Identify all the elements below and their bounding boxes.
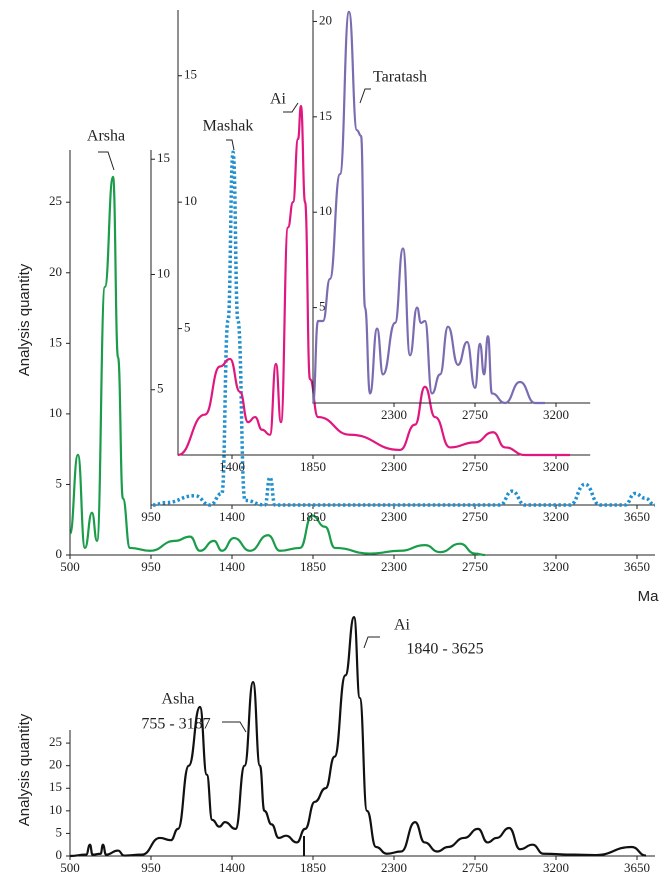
- x-tick-label: 950: [141, 860, 161, 875]
- leader-line: [226, 139, 235, 151]
- y-tick-label: 25: [49, 193, 62, 208]
- leader-line: [283, 102, 299, 113]
- y-tick-label: 5: [56, 824, 63, 839]
- y-tick-label: 10: [184, 193, 197, 208]
- y-tick-label: 10: [157, 265, 170, 280]
- y-tick-label: 10: [319, 203, 332, 218]
- series-label: Taratash: [373, 69, 427, 86]
- x-tick-label: 3200: [543, 559, 569, 574]
- series-label: Mashak: [203, 118, 254, 135]
- x-tick-label: 2750: [462, 559, 488, 574]
- series-label: Ai: [270, 91, 287, 108]
- y-tick-label: 5: [184, 320, 191, 335]
- annotation: Asha: [162, 691, 195, 708]
- y-tick-label: 20: [319, 12, 332, 27]
- x-tick-label: 500: [60, 860, 80, 875]
- x-tick-label: 3200: [543, 860, 569, 875]
- series-label: Arsha: [87, 128, 125, 145]
- x-tick-label: 3200: [543, 509, 569, 524]
- x-tick-label: 2750: [462, 860, 488, 875]
- y-tick-label: 0: [56, 847, 63, 862]
- y-tick-label: 15: [319, 108, 332, 123]
- x-tick-label: 2750: [462, 459, 488, 474]
- leader-line: [359, 88, 371, 104]
- series-line: [69, 615, 647, 858]
- x-tick-label: 950: [141, 509, 161, 524]
- axis-line: [312, 10, 591, 404]
- y-tick-label: 15: [157, 150, 170, 165]
- leader-line: [98, 151, 115, 171]
- x-tick-label: 3650: [624, 509, 650, 524]
- x-tick-label: 3200: [543, 407, 569, 422]
- x-tick-label: 1850: [300, 459, 326, 474]
- x-tick-label: 2300: [381, 860, 407, 875]
- x-tick-label: 1400: [219, 860, 245, 875]
- annotation: 755 - 3187: [141, 716, 210, 733]
- x-tick-label: 3200: [543, 459, 569, 474]
- series-line: [68, 175, 486, 557]
- x-tick-label: 1400: [219, 559, 245, 574]
- series-line: [152, 150, 656, 507]
- y-axis-label: Analysis quantity: [16, 713, 33, 826]
- y-tick-label: 20: [49, 264, 62, 279]
- y-tick-label: 5: [319, 299, 326, 314]
- x-tick-label: 1850: [300, 509, 326, 524]
- y-tick-label: 0: [56, 546, 63, 561]
- x-tick-label: 1400: [219, 509, 245, 524]
- x-tick-label: 950: [141, 559, 161, 574]
- leader-line: [222, 721, 247, 733]
- x-tick-label: 2300: [381, 559, 407, 574]
- leader-line: [363, 636, 380, 649]
- y-tick-label: 10: [49, 802, 62, 817]
- x-tick-label: 2300: [381, 407, 407, 422]
- x-tick-label: 1850: [300, 559, 326, 574]
- x-tick-label: 1400: [219, 459, 245, 474]
- x-tick-label: 1850: [300, 860, 326, 875]
- x-axis-label: Ma: [638, 588, 659, 605]
- series-line: [311, 10, 546, 405]
- y-tick-label: 15: [49, 334, 62, 349]
- y-tick-label: 5: [157, 381, 164, 396]
- annotation: Ai: [394, 617, 411, 634]
- x-tick-label: 2300: [381, 509, 407, 524]
- x-tick-label: 2750: [462, 407, 488, 422]
- x-tick-label: 500: [60, 559, 80, 574]
- x-tick-label: 3650: [624, 559, 650, 574]
- y-tick-label: 20: [49, 757, 62, 772]
- y-axis-label: Analysis quantity: [16, 263, 33, 376]
- y-tick-label: 10: [49, 405, 62, 420]
- y-tick-label: 15: [184, 67, 197, 82]
- annotation: 1840 - 3625: [406, 641, 483, 658]
- x-tick-label: 2300: [381, 459, 407, 474]
- y-tick-label: 25: [49, 734, 62, 749]
- y-tick-label: 5: [56, 475, 63, 490]
- series-line: [177, 104, 571, 457]
- x-tick-label: 3650: [624, 860, 650, 875]
- y-tick-label: 15: [49, 779, 62, 794]
- x-tick-label: 2750: [462, 509, 488, 524]
